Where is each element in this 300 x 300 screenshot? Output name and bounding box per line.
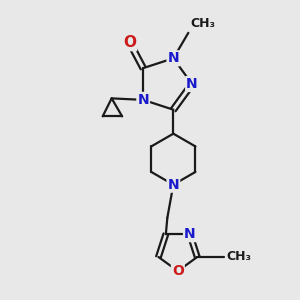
Text: O: O <box>172 264 184 278</box>
Text: N: N <box>137 93 149 107</box>
Text: CH₃: CH₃ <box>226 250 252 263</box>
Text: N: N <box>184 227 196 241</box>
Text: CH₃: CH₃ <box>191 17 216 30</box>
Text: N: N <box>167 178 179 192</box>
Text: N: N <box>186 77 198 91</box>
Text: N: N <box>167 51 179 65</box>
Text: O: O <box>123 35 136 50</box>
